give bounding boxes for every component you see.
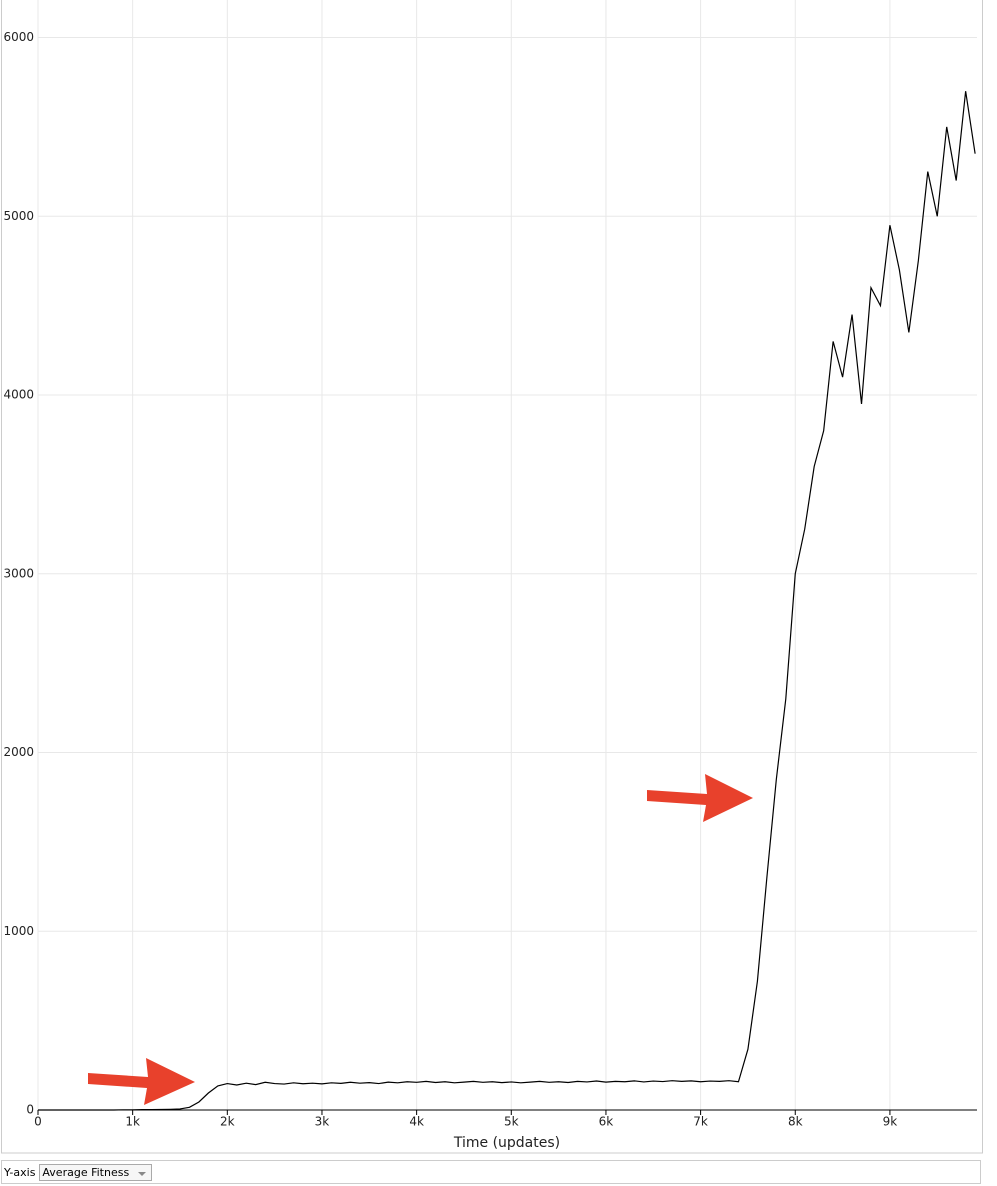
arrow — [88, 1058, 195, 1105]
x-tick-label: 0 — [34, 1115, 42, 1129]
controls: Y-axis Average Fitness — [1, 1160, 981, 1184]
y-tick-label: 5000 — [3, 209, 34, 223]
x-tick-label: 4k — [409, 1115, 424, 1129]
x-axis-title: Time (updates) — [453, 1135, 560, 1151]
chart: Time (updates) 0 1000 2000 3000 4000 5000 6000… — [1, 0, 983, 1154]
arrow — [647, 774, 753, 822]
data-line — [38, 91, 976, 1111]
x-tick-label: 6k — [599, 1115, 614, 1129]
y-tick-label: 4000 — [3, 388, 34, 402]
x-tick-label: 5k — [504, 1115, 519, 1129]
y-tick-label: 6000 — [3, 30, 34, 44]
chart-frame — [1, 0, 983, 1154]
grid — [37, 0, 977, 1111]
x-tick-label: 7k — [693, 1115, 708, 1129]
x-tick-label: 3k — [315, 1115, 330, 1129]
y-tick-label: 3000 — [3, 566, 34, 580]
y-axis-select[interactable]: Average Fitness — [39, 1163, 153, 1181]
y-tick-label: 1000 — [3, 924, 34, 938]
y-tick-label: 2000 — [3, 745, 34, 759]
x-tick-label: 9k — [883, 1115, 898, 1129]
y-tick-label: 0 — [26, 1103, 34, 1117]
x-tick-label: 8k — [788, 1115, 803, 1129]
y-axis-label: Y-axis — [4, 1165, 36, 1179]
x-tick-label: 2k — [220, 1115, 235, 1129]
x-tick-label: 1k — [125, 1115, 140, 1129]
